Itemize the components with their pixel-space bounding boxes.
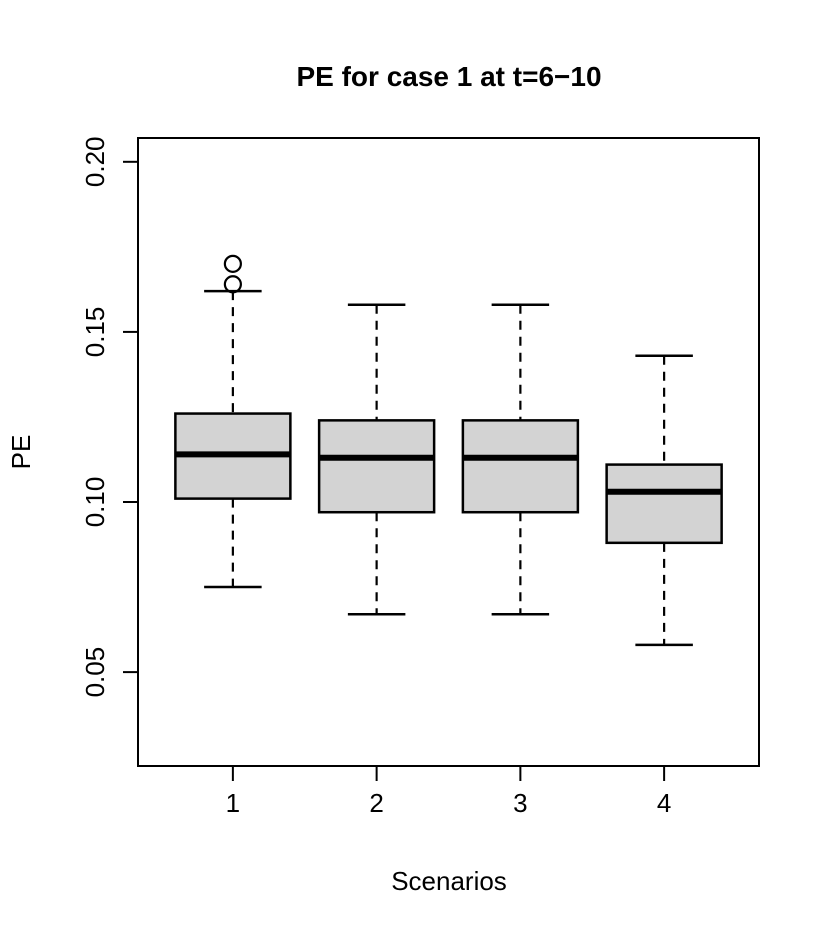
x-axis-title: Scenarios xyxy=(391,866,507,896)
y-tick-label-0.20: 0.20 xyxy=(80,137,110,188)
boxplot-series xyxy=(174,254,723,647)
x-tick-label-2: 2 xyxy=(369,788,383,818)
boxplot-group-3 xyxy=(461,303,580,616)
y-axis: 0.05 0.10 0.15 0.20 xyxy=(80,137,138,698)
boxplot-group-4 xyxy=(605,354,723,647)
box-3 xyxy=(461,419,580,514)
box-4 xyxy=(605,463,723,545)
outlier-1-1 xyxy=(223,275,242,294)
plot-border xyxy=(137,137,760,767)
box-2 xyxy=(317,419,436,514)
boxplot-group-1 xyxy=(174,254,292,589)
x-axis: 1 2 3 4 xyxy=(226,766,671,818)
y-tick-label-0.15: 0.15 xyxy=(80,307,110,358)
x-tick-label-3: 3 xyxy=(513,788,527,818)
x-tick-label-1: 1 xyxy=(226,788,240,818)
y-tick-label-0.05: 0.05 xyxy=(80,647,110,698)
outlier-1-2 xyxy=(223,254,242,273)
chart-title: PE for case 1 at t=6−10 xyxy=(296,61,601,92)
y-tick-label-0.10: 0.10 xyxy=(80,477,110,528)
y-axis-title: PE xyxy=(6,435,36,470)
x-tick-label-4: 4 xyxy=(657,788,671,818)
boxplot-group-2 xyxy=(317,303,436,616)
